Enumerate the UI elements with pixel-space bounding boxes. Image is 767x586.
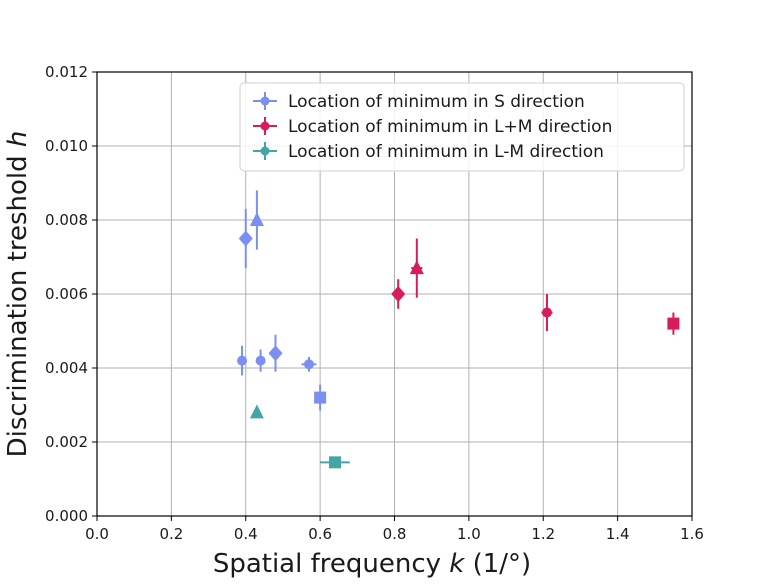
data-point <box>391 279 406 309</box>
marker-diamond <box>238 230 253 247</box>
y-axis-title: Discrimination treshold h <box>3 131 33 458</box>
legend-label: Location of minimum in L+M direction <box>288 117 612 137</box>
legend-label: Location of minimum in S direction <box>288 92 585 112</box>
data-point <box>409 238 424 298</box>
data-point <box>320 456 350 469</box>
x-tick-label: 0.6 <box>308 525 332 543</box>
marker-triangle <box>409 260 424 275</box>
data-point <box>541 294 553 331</box>
marker-diamond <box>268 345 283 362</box>
y-tick-label: 0.012 <box>45 63 88 81</box>
data-point <box>249 404 264 419</box>
data-point <box>237 345 248 376</box>
data-point <box>268 334 283 372</box>
data-point <box>255 349 266 372</box>
series-1 <box>237 190 327 411</box>
legend-box <box>239 82 685 172</box>
y-tick-label: 0.006 <box>45 285 88 303</box>
y-tick-label: 0.000 <box>45 507 88 525</box>
y-tick-label: 0.008 <box>45 211 88 229</box>
data-points <box>237 190 680 469</box>
marker-square <box>314 391 327 404</box>
x-tick-label: 1.2 <box>531 525 555 543</box>
x-tick-label: 0.2 <box>159 525 183 543</box>
legend-label: Location of minimum in L-M direction <box>288 142 604 162</box>
marker-circle <box>255 355 266 366</box>
x-tick-label: 0.8 <box>383 525 407 543</box>
y-tick-label: 0.002 <box>45 433 88 451</box>
legend: Location of minimum in S direction Locati… <box>239 82 685 172</box>
series-2 <box>391 238 680 335</box>
data-point <box>238 208 253 269</box>
axes: 0.0 0.2 0.4 0.6 0.8 1.0 1.2 1.4 1.6 0.000 0.002 0.0… <box>45 63 704 543</box>
x-tick-label: 0.0 <box>85 525 109 543</box>
legend-item: Location of minimum in L+M direction <box>253 117 612 137</box>
legend-marker <box>260 96 270 106</box>
data-point <box>314 384 327 411</box>
marker-triangle <box>249 404 264 419</box>
data-point <box>249 190 264 250</box>
y-tick-label: 0.004 <box>45 359 88 377</box>
legend-marker <box>260 146 270 156</box>
marker-square <box>329 456 341 469</box>
x-tick-label: 0.4 <box>234 525 258 543</box>
marker-triangle <box>249 212 264 226</box>
x-tick-label: 1.6 <box>680 525 704 543</box>
marker-diamond <box>391 286 406 302</box>
legend-item: Location of minimum in L-M direction <box>253 142 604 162</box>
marker-circle <box>303 359 314 370</box>
marker-circle <box>237 355 248 366</box>
y-tick-label: 0.010 <box>45 137 88 155</box>
legend-marker <box>260 121 270 131</box>
data-point <box>667 312 680 335</box>
marker-square <box>667 317 680 330</box>
x-tick-label: 1.4 <box>606 525 630 543</box>
x-tick-label: 1.0 <box>457 525 481 543</box>
data-point <box>301 356 317 372</box>
legend-item: Location of minimum in S direction <box>253 92 585 112</box>
x-axis-title: Spatial frequency k (1/°) <box>213 549 531 579</box>
series-3 <box>249 404 350 469</box>
marker-circle <box>541 307 552 318</box>
